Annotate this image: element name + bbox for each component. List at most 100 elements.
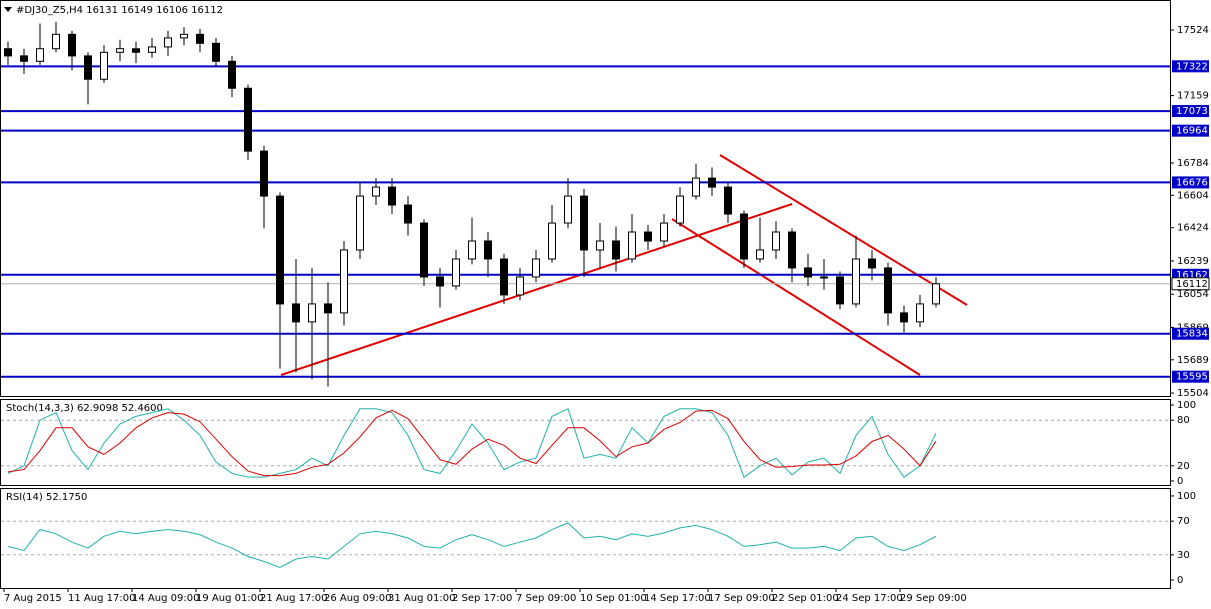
candle-body [788, 231, 796, 269]
y-tick-label: 80 [1177, 415, 1190, 426]
candle-body [404, 204, 412, 224]
candle-body [52, 33, 60, 50]
candle-body [564, 195, 572, 224]
x-tick-label: 29 Sep 09:00 [900, 593, 967, 604]
y-tick-label: 17159 [1177, 91, 1209, 102]
candle-body [836, 276, 844, 305]
y-tick-label: 16784 [1177, 158, 1209, 169]
candle-body [308, 303, 316, 323]
candle-body [84, 55, 92, 80]
candle-body [148, 46, 156, 53]
x-tick-label: 2 Sep 17:00 [452, 593, 512, 604]
level-label-bg [1172, 105, 1209, 118]
x-tick-label: 21 Aug 17:00 [260, 593, 327, 604]
x-tick-label: 19 Aug 01:00 [196, 593, 263, 604]
candle-body [708, 177, 716, 188]
candle-body [532, 258, 540, 278]
level-label-bg [1172, 370, 1209, 383]
level-label: 16676 [1176, 177, 1208, 188]
y-tick-label: 17524 [1177, 25, 1209, 36]
candle-body [900, 312, 908, 323]
x-tick-label: 26 Aug 09:00 [324, 593, 391, 604]
candle-body [36, 48, 44, 62]
candle-body [580, 195, 588, 251]
trendline [671, 218, 921, 376]
x-tick-label: 7 Sep 09:00 [516, 593, 576, 604]
y-tick-label: 20 [1177, 461, 1190, 472]
candle-body [596, 240, 604, 251]
candle-body [500, 258, 508, 296]
candle-body [260, 150, 268, 197]
stoch-title: Stoch(14,3,3) 62.9098 52.4600 [6, 403, 163, 414]
candle-body [468, 240, 476, 260]
x-tick-label: 11 Aug 17:00 [68, 593, 135, 604]
candle-body [452, 258, 460, 287]
candle-body [20, 55, 28, 62]
stoch-panel [0, 399, 1171, 486]
candle-body [740, 213, 748, 260]
candle-body [548, 222, 556, 260]
candle-body [244, 87, 252, 152]
current-price-label: 16112 [1176, 279, 1208, 290]
candle-body [916, 303, 924, 323]
level-label: 16964 [1176, 126, 1208, 137]
main-panel [0, 0, 1171, 397]
y-tick-label: 100 [1177, 400, 1196, 411]
x-tick-label: 14 Aug 09:00 [132, 593, 199, 604]
candle-body [420, 222, 428, 278]
candle-body [772, 231, 780, 251]
x-tick-label: 24 Sep 17:00 [836, 593, 903, 604]
candle-body [356, 195, 364, 251]
candle-body [868, 258, 876, 269]
level-label: 15834 [1176, 329, 1208, 340]
indicator-line [7, 409, 937, 477]
x-tick-label: 7 Aug 2015 [4, 593, 62, 604]
candle-body [372, 186, 380, 197]
candle-body [692, 177, 700, 197]
candle-body [276, 195, 284, 305]
candle-body [132, 48, 140, 53]
candle-body [436, 276, 444, 287]
candle-body [820, 276, 828, 279]
trendlines [280, 154, 968, 376]
y-tick-label: 70 [1177, 516, 1190, 527]
level-label: 17322 [1176, 61, 1208, 72]
candle-body [292, 303, 300, 323]
candle-body [484, 240, 492, 260]
candle-body [212, 42, 220, 62]
candle-body [660, 222, 668, 242]
candle-body [644, 231, 652, 242]
candle-body [612, 240, 620, 260]
level-label: 15595 [1176, 372, 1208, 383]
menu-triangle [4, 7, 12, 12]
candle-body [116, 48, 124, 53]
candle-body [628, 231, 636, 260]
x-tick-label: 22 Sep 01:00 [772, 593, 839, 604]
chart-title: #DJ30_Z5,H4 16131 16149 16106 16112 [16, 5, 223, 16]
candle-body [228, 60, 236, 89]
level-label-bg [1172, 176, 1209, 189]
level-label: 17073 [1176, 106, 1208, 117]
candle-body [340, 249, 348, 314]
y-tick-label: 30 [1177, 550, 1190, 561]
candle-body [884, 267, 892, 314]
indicator-line [7, 408, 937, 478]
candle-body [724, 186, 732, 215]
y-tick-label: 100 [1177, 491, 1196, 502]
trendline [280, 203, 793, 376]
y-tick-label: 0 [1177, 476, 1183, 487]
y-tick-label: 16054 [1177, 289, 1209, 300]
indicator-line [7, 522, 937, 568]
rsi-panel [0, 488, 1171, 589]
candle-body [388, 186, 396, 206]
candle-body [932, 283, 940, 305]
candle-body [68, 33, 76, 57]
y-tick-label: 15689 [1177, 355, 1209, 366]
rsi-title: RSI(14) 52.1750 [6, 492, 87, 503]
candle-body [804, 267, 812, 278]
x-tick-label: 17 Sep 09:00 [708, 593, 775, 604]
candle-body [100, 51, 108, 80]
current-price-bg [1171, 277, 1210, 291]
level-label: 16162 [1176, 270, 1208, 281]
